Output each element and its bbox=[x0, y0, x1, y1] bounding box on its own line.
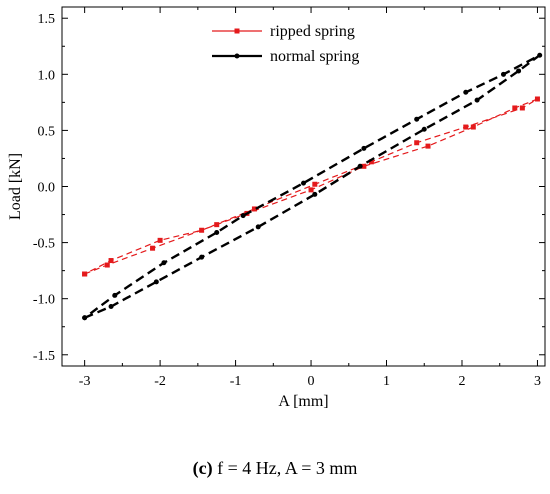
y-axis-title: Load [kN] bbox=[7, 153, 24, 220]
y-tick-label: 0.5 bbox=[38, 124, 56, 139]
data-point bbox=[153, 279, 159, 285]
y-tick-label: -1.5 bbox=[33, 349, 55, 364]
data-point bbox=[516, 68, 522, 74]
data-point bbox=[512, 105, 518, 111]
data-point bbox=[240, 213, 246, 219]
data-point bbox=[251, 206, 257, 212]
data-point bbox=[312, 191, 318, 197]
data-point bbox=[312, 181, 318, 187]
data-point bbox=[519, 105, 525, 111]
x-tick-label: 1 bbox=[383, 374, 390, 389]
data-point bbox=[308, 187, 314, 193]
x-tick-label: 3 bbox=[534, 374, 541, 389]
data-point bbox=[357, 163, 363, 169]
data-point bbox=[255, 224, 261, 230]
y-tick-label: 1.5 bbox=[38, 12, 56, 27]
x-tick-label: -3 bbox=[79, 374, 91, 389]
data-point bbox=[474, 97, 480, 103]
data-point bbox=[214, 222, 220, 228]
data-point bbox=[361, 145, 367, 151]
data-point bbox=[537, 52, 543, 58]
data-point bbox=[414, 116, 420, 122]
data-point bbox=[108, 258, 114, 264]
data-point bbox=[470, 124, 476, 130]
data-point bbox=[82, 315, 88, 321]
data-point bbox=[414, 140, 420, 146]
x-tick-label: -1 bbox=[230, 374, 242, 389]
data-point bbox=[112, 292, 118, 298]
data-point bbox=[199, 254, 205, 260]
legend-label: ripped spring bbox=[270, 23, 355, 40]
data-point bbox=[199, 227, 205, 233]
legend-marker bbox=[234, 53, 240, 59]
figure-caption: (c) f = 4 Hz, A = 3 mm bbox=[0, 458, 550, 479]
data-point bbox=[161, 260, 167, 266]
legend-entry-0: ripped spring bbox=[212, 23, 355, 40]
data-point bbox=[150, 245, 156, 251]
data-point bbox=[368, 159, 374, 165]
data-point bbox=[534, 96, 540, 102]
legend-marker bbox=[234, 28, 240, 34]
data-point bbox=[361, 163, 367, 169]
y-tick-label: -1.0 bbox=[33, 293, 55, 308]
y-tick-label: -0.5 bbox=[33, 237, 55, 252]
series-1 bbox=[82, 52, 543, 321]
series-line bbox=[83, 54, 541, 319]
data-point bbox=[500, 71, 506, 77]
data-point bbox=[463, 124, 469, 130]
caption-label: (c) bbox=[192, 458, 213, 478]
data-point bbox=[301, 180, 306, 186]
data-point bbox=[421, 126, 427, 132]
data-point bbox=[108, 304, 114, 310]
x-tick-label: 0 bbox=[308, 374, 315, 389]
data-point bbox=[214, 229, 220, 235]
data-point bbox=[157, 237, 163, 243]
y-tick-label: 0.0 bbox=[38, 181, 56, 196]
legend-label: normal spring bbox=[270, 48, 359, 65]
data-point bbox=[425, 143, 431, 149]
data-point bbox=[463, 89, 469, 95]
legend-entry-1: normal spring bbox=[212, 48, 359, 65]
data-point bbox=[104, 262, 110, 268]
series-0 bbox=[82, 96, 540, 277]
y-tick-label: 1.0 bbox=[38, 68, 56, 83]
caption-text: f = 4 Hz, A = 3 mm bbox=[212, 458, 358, 478]
x-tick-label: -2 bbox=[154, 374, 166, 389]
x-axis-title: A [mm] bbox=[278, 393, 328, 410]
data-point bbox=[82, 271, 88, 277]
x-tick-label: 2 bbox=[458, 374, 465, 389]
chart-svg: -3 -2 -1 0 1 2 3 -1.5 -1.0 -0.5 0.0 0.5 1.0 1.5 A [mm]… bbox=[7, 6, 546, 410]
